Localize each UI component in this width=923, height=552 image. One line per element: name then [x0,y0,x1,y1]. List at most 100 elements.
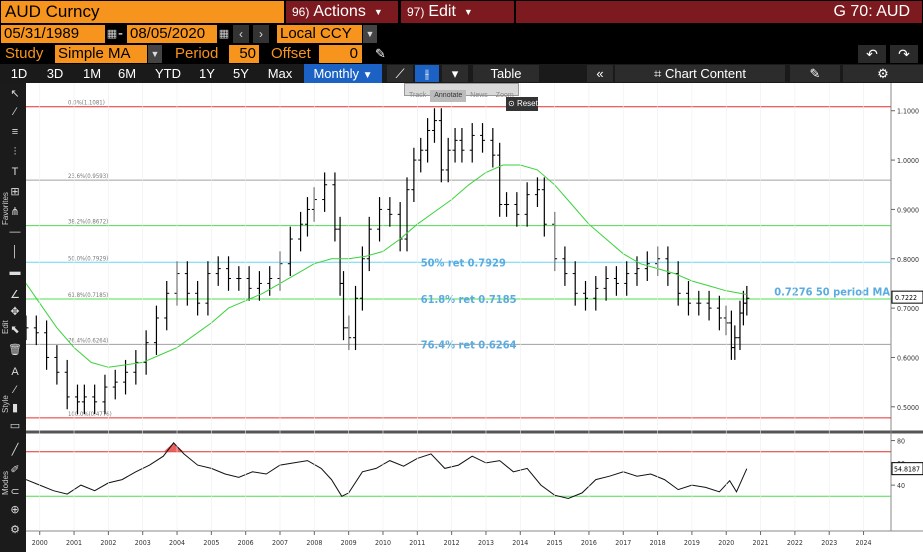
zoom-icon[interactable]: ⊕ [10,504,20,516]
chevron-down-icon[interactable]: ▼ [148,45,162,63]
price-bar [322,172,328,212]
price-bar [685,280,691,316]
last-price-tag [891,290,923,304]
line-style-icon[interactable]: ⁄ [14,384,16,396]
price-bar [418,137,424,173]
reset-button[interactable]: ⊙ Reset [506,97,538,111]
price-bar [102,374,108,415]
edit-menu-button[interactable]: 97) Edit ▼ [401,1,514,23]
period-button-max[interactable]: Max [267,66,293,81]
period-button-3d[interactable]: 3D [46,66,64,81]
price-bar [215,256,221,286]
track-mode-button[interactable]: Track [409,92,427,99]
annotation-label: 50% ret 0.7929 [421,256,506,269]
price-bar [480,123,486,153]
price-bar [341,271,347,341]
font-icon[interactable]: A [11,366,19,378]
frequency-label: Monthly [313,66,359,81]
fibonacci-icon[interactable]: ≡ [11,126,19,138]
pen-icon[interactable]: ∠ [10,289,20,301]
pitchfork-icon[interactable]: ⋔ [10,206,20,218]
fib-level-label: 23.6%(0.9593) [68,173,108,180]
start-date-field[interactable]: 05/31/1989 [1,25,105,43]
price-bar [744,285,750,316]
x-tick-label: 2005 [203,539,219,547]
x-tick-label: 2008 [306,539,322,547]
rectangle-icon[interactable]: ▬ [9,266,21,278]
annotate-mode-button[interactable]: Annotate [430,90,467,102]
cursor-icon[interactable]: ↖ [10,88,20,100]
chart-content-button[interactable]: ⌗ Chart Content [615,65,785,82]
fib-level-label: 38.2%(0.8672) [68,219,108,226]
move-icon[interactable]: ✥ [10,306,20,318]
price-bar [387,197,393,227]
price-bar [572,261,578,306]
edit-chart-icon[interactable]: ✎ [790,65,840,82]
period-input[interactable]: 50 [229,45,259,63]
x-tick-label: 2024 [856,539,872,547]
frequency-select[interactable]: Monthly ▼ [304,64,382,83]
table-button[interactable]: Table [473,65,539,82]
text-icon[interactable]: T [11,166,19,178]
trash-icon[interactable]: 🗑 [8,344,22,356]
pencil-icon[interactable]: ✎ [375,46,386,61]
offset-input[interactable]: 0 [319,45,362,63]
zoom-reset-icon: ⊙ [508,99,515,108]
x-tick-label: 2002 [100,539,116,547]
settings-icon[interactable]: ⚙ [10,524,20,536]
period-button-1y[interactable]: 1Y [199,66,215,81]
select-icon[interactable]: ⬉ [10,324,20,336]
chevron-down-icon[interactable]: ▼ [363,25,377,43]
period-button-1d[interactable]: 1D [10,66,28,81]
redo-icon[interactable]: ↷ [890,45,918,63]
price-bar [123,359,129,395]
chart-area[interactable]: 1.1000 1.0000 0.9000 0.8000 0.7000 0.6000 0.50… [23,83,923,552]
line-chart-icon[interactable]: ⟋ [387,65,413,82]
calendar-icon[interactable]: ▦ [106,28,118,40]
x-tick-label: 2000 [32,539,48,547]
previous-arrow-icon[interactable]: ‹ [233,25,249,43]
calendar-icon[interactable]: ▦ [218,28,230,40]
x-tick-label: 2015 [547,539,563,547]
gear-icon[interactable]: ⚙ [843,65,923,82]
annotation-label: 76.4% ret 0.6264 [421,338,517,351]
price-chart[interactable]: 1.1000 1.0000 0.9000 0.8000 0.7000 0.6000 0.50… [23,83,923,552]
price-bar [411,147,417,203]
undo-icon[interactable]: ↶ [858,45,886,63]
y-tick-label: 0.9000 [897,206,919,214]
magnet-icon[interactable]: ⊂ [10,486,20,498]
price-bar [431,108,437,143]
news-mode-button[interactable]: News [470,92,488,99]
vertical-line-icon[interactable]: │ [11,246,19,258]
chart-type-dropdown-icon[interactable]: ▾ [442,65,468,82]
collapse-icon[interactable]: « [587,65,613,82]
period-button-1m[interactable]: 1M [82,66,102,81]
bar-chart-icon[interactable]: ⫲ [415,65,439,82]
price-bar [613,266,619,296]
color-icon[interactable]: ▮ [11,402,19,414]
price-bar [195,280,201,316]
zoom-mode-button[interactable]: Zoom [495,92,514,99]
period-button-ytd[interactable]: YTD [155,66,181,81]
horizontal-line-icon[interactable]: — [9,226,21,238]
actions-menu-button[interactable]: 96) Actions ▼ [286,1,398,23]
trendline-icon[interactable]: ∕ [14,106,16,118]
ticker-field[interactable]: AUD Curncy [1,1,284,23]
edit-menu-number: 97) [407,5,425,20]
price-bar [54,345,60,385]
period-button-6m[interactable]: 6M [117,66,137,81]
fib-fan-icon[interactable]: ⫶ [13,146,17,158]
currency-select[interactable]: Local CCY [277,25,362,43]
crosshair-icon[interactable]: ╱ [11,444,19,456]
highlighter-icon[interactable]: ✐ [10,464,20,476]
line-weight-icon[interactable]: ▭ [9,420,21,432]
study-select[interactable]: Simple MA [55,45,147,63]
x-axis: 2000 2001 2002 2003 2004 2005 2006 2007 2008 2009… [26,83,923,547]
next-arrow-icon[interactable]: › [253,25,269,43]
period-button-5y[interactable]: 5Y [233,66,249,81]
price-bar [696,290,702,316]
channel-icon[interactable]: ⊞ [10,186,20,198]
end-date-field[interactable]: 08/05/2020 [127,25,217,43]
price-bar [133,350,139,385]
favorites-label: Favorites [1,192,10,225]
